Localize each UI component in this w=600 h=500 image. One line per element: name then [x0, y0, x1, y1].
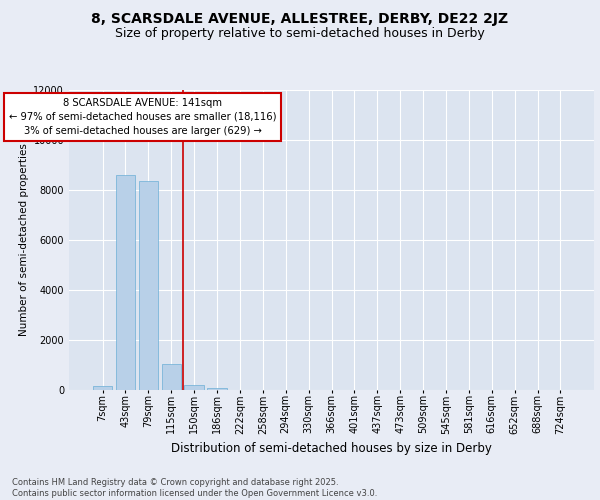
Bar [116, 175, 135, 390]
Bar [208, 388, 227, 390]
Bar [139, 181, 158, 390]
Text: 8, SCARSDALE AVENUE, ALLESTREE, DERBY, DE22 2JZ: 8, SCARSDALE AVENUE, ALLESTREE, DERBY, D… [91, 12, 509, 26]
Y-axis label: Number of semi-detached properties: Number of semi-detached properties [19, 144, 29, 336]
Text: Size of property relative to semi-detached houses in Derby: Size of property relative to semi-detach… [115, 28, 485, 40]
Text: 8 SCARSDALE AVENUE: 141sqm
← 97% of semi-detached houses are smaller (18,116)
3%: 8 SCARSDALE AVENUE: 141sqm ← 97% of semi… [9, 98, 277, 136]
Bar [184, 385, 204, 390]
Bar [161, 364, 181, 390]
X-axis label: Distribution of semi-detached houses by size in Derby: Distribution of semi-detached houses by … [171, 442, 492, 455]
Bar [93, 386, 112, 390]
Text: Contains HM Land Registry data © Crown copyright and database right 2025.
Contai: Contains HM Land Registry data © Crown c… [12, 478, 377, 498]
